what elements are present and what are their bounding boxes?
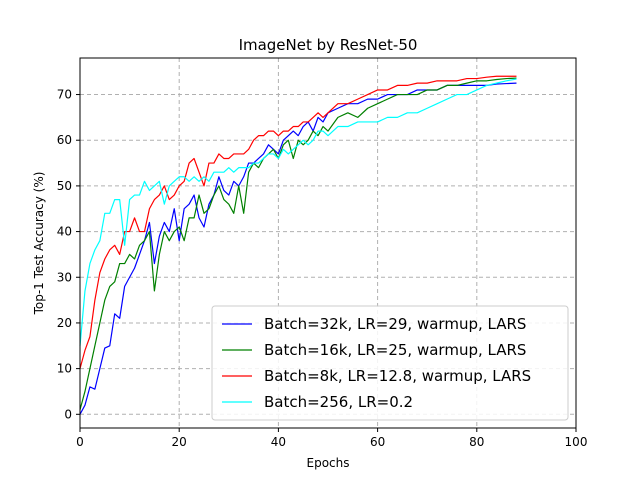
axis-ticks: 0 20 40 60 80 100 0 10 20 30 40 50 60 70 <box>57 88 588 449</box>
plot-frame <box>79 57 577 429</box>
x-tick-label: 40 <box>271 435 286 449</box>
y-tick-label: 60 <box>57 133 72 147</box>
y-tick-label: 20 <box>57 316 72 330</box>
legend-box <box>211 305 569 421</box>
x-tick-label: 20 <box>172 435 187 449</box>
x-tick-label: 100 <box>565 435 588 449</box>
series-line-3 <box>79 75 517 369</box>
y-axis-label: Top-1 Test Accuracy (%) <box>32 172 46 316</box>
y-tick-label: 0 <box>64 407 72 421</box>
y-tick-label: 30 <box>57 270 72 284</box>
y-tick-label: 70 <box>57 88 72 102</box>
legend-label-3: Batch=8k, LR=12.8, warmup, LARS <box>264 367 531 385</box>
legend-label-4: Batch=256, LR=0.2 <box>264 393 413 411</box>
x-tick-label: 0 <box>76 435 84 449</box>
series-line-4 <box>79 78 517 346</box>
chart-title: ImageNet by ResNet-50 <box>239 36 418 54</box>
x-tick-label: 60 <box>370 435 385 449</box>
y-tick-label: 50 <box>57 179 72 193</box>
legend-label-1: Batch=32k, LR=29, warmup, LARS <box>264 315 526 333</box>
legend: Batch=32k, LR=29, warmup, LARS Batch=16k,… <box>211 305 569 421</box>
series-line-2 <box>79 77 517 410</box>
y-tick-label: 10 <box>57 362 72 376</box>
y-tick-label: 40 <box>57 225 72 239</box>
x-tick-label: 80 <box>469 435 484 449</box>
legend-label-2: Batch=16k, LR=25, warmup, LARS <box>264 341 526 359</box>
x-axis-label: Epochs <box>307 456 350 470</box>
series-lines <box>79 75 517 415</box>
